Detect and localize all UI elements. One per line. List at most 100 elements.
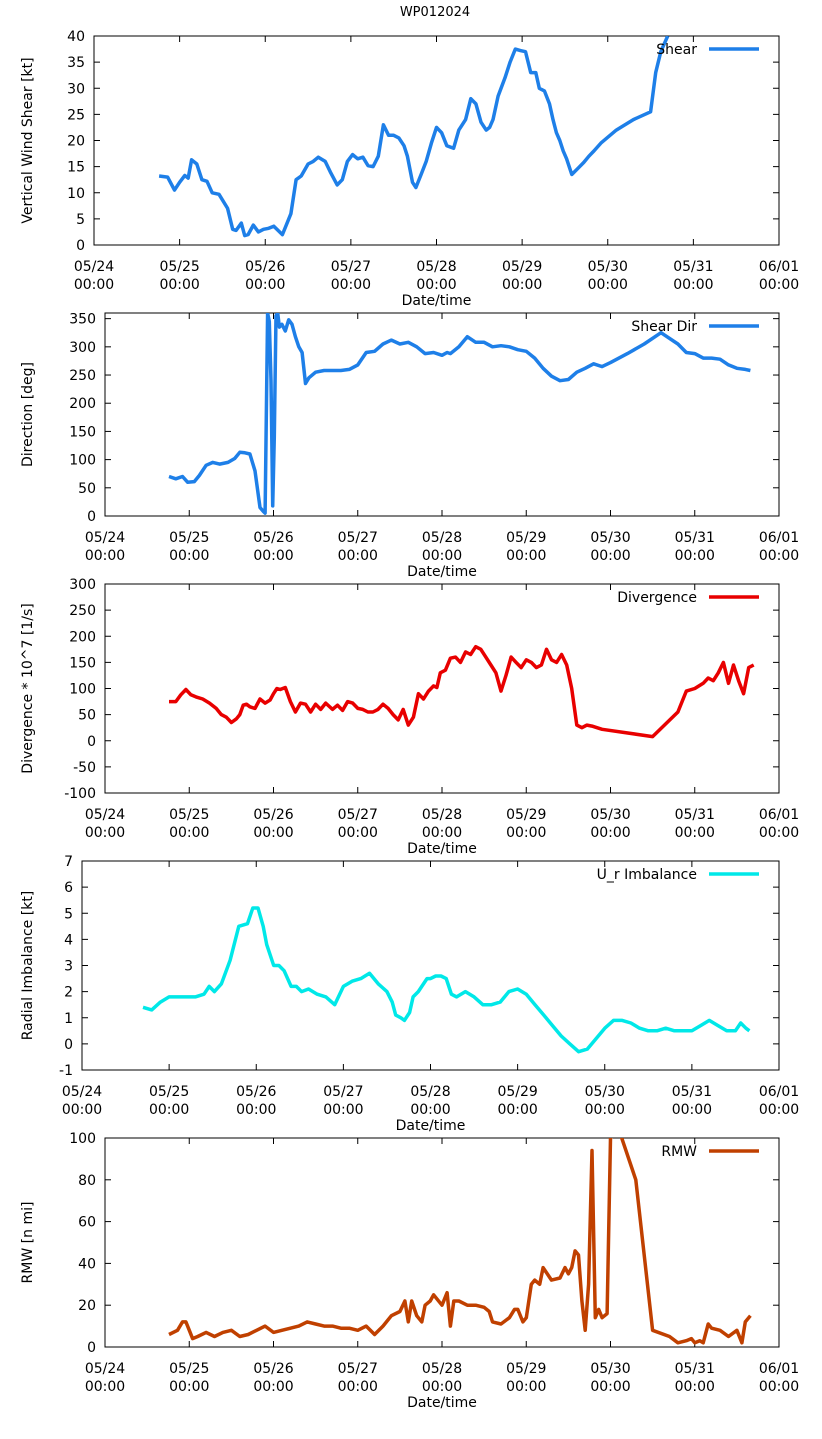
x-tick-date: 05/30 <box>590 1361 630 1377</box>
y-axis-label: Divergence * 10^7 [1/s] <box>20 603 36 773</box>
y-tick-label: -1 <box>59 1063 73 1079</box>
series-line-shear <box>158 36 670 238</box>
y-tick-label: 6 <box>64 880 73 896</box>
y-tick-label: -100 <box>64 786 96 802</box>
x-tick-date: 05/29 <box>506 530 546 546</box>
x-tick-time: 00:00 <box>85 1379 125 1395</box>
x-tick-time: 00:00 <box>675 548 715 564</box>
x-tick-date: 05/24 <box>85 807 125 823</box>
y-tick-label: 350 <box>69 312 96 328</box>
x-tick-date: 05/31 <box>675 1361 715 1377</box>
x-tick-date: 05/29 <box>502 259 542 275</box>
y-tick-label: 5 <box>76 212 85 228</box>
x-tick-date: 05/26 <box>245 259 285 275</box>
plot-frame <box>104 1137 780 1348</box>
x-tick-time: 00:00 <box>497 1102 537 1118</box>
x-tick-date: 05/27 <box>338 530 378 546</box>
y-tick-label: 3 <box>64 959 73 975</box>
y-axis-label: Direction [deg] <box>20 362 36 467</box>
y-tick-label: 0 <box>76 238 85 254</box>
x-tick-date: 05/28 <box>410 1084 450 1100</box>
x-tick-date: 05/31 <box>673 259 713 275</box>
x-tick-time: 00:00 <box>588 277 628 293</box>
y-tick-label: 1 <box>64 1011 73 1027</box>
x-tick-date: 05/27 <box>331 259 371 275</box>
panel-divergence: -100 -50 0 50 100 150 200 250 300 05/24 00:00 05/25… <box>20 577 799 857</box>
x-tick-date: 05/31 <box>675 807 715 823</box>
legend-label: RMW <box>661 1144 697 1160</box>
x-tick-time: 00:00 <box>169 548 209 564</box>
y-tick-label: 100 <box>69 1131 96 1147</box>
x-tick-time: 00:00 <box>506 825 546 841</box>
x-tick-time: 00:00 <box>169 825 209 841</box>
x-tick-date: 05/25 <box>169 1361 209 1377</box>
x-tick-date: 05/30 <box>590 807 630 823</box>
legend-label: U_r Imbalance <box>597 867 697 883</box>
x-tick-date: 05/24 <box>85 530 125 546</box>
x-tick-date: 05/29 <box>506 1361 546 1377</box>
x-tick-time: 00:00 <box>338 825 378 841</box>
legend-label: Shear Dir <box>631 319 697 335</box>
x-tick-time: 00:00 <box>672 1102 712 1118</box>
x-tick-date: 05/31 <box>672 1084 712 1100</box>
x-tick-date: 05/25 <box>169 530 209 546</box>
x-tick-time: 00:00 <box>759 548 799 564</box>
panel-shear: 0 5 10 15 20 25 30 35 40 05/24 00:00 05/25 00:00 05/2… <box>20 29 799 309</box>
y-tick-label: 80 <box>78 1173 96 1189</box>
x-tick-date: 05/30 <box>590 530 630 546</box>
y-tick-label: 200 <box>69 629 96 645</box>
y-tick-label: 0 <box>87 734 96 750</box>
panel-direction: 0 50 100 150 200 250 300 350 05/24 00:00 05/25 00:0… <box>20 312 799 580</box>
x-tick-time: 00:00 <box>416 277 456 293</box>
y-tick-label: 7 <box>64 854 73 870</box>
x-tick-date: 05/27 <box>338 1361 378 1377</box>
series-line-direction <box>168 313 751 515</box>
x-tick-time: 00:00 <box>585 1102 625 1118</box>
x-tick-date: 05/28 <box>422 807 462 823</box>
x-tick-time: 00:00 <box>236 1102 276 1118</box>
x-tick-date: 06/01 <box>759 259 799 275</box>
y-tick-label: 20 <box>67 134 85 150</box>
x-tick-date: 05/25 <box>149 1084 189 1100</box>
plot-frame <box>81 860 780 1071</box>
x-axis-label: Date/time <box>407 564 477 580</box>
y-tick-label: 200 <box>69 396 96 412</box>
x-tick-date: 05/28 <box>422 530 462 546</box>
x-tick-time: 00:00 <box>502 277 542 293</box>
x-tick-date: 05/24 <box>74 259 114 275</box>
x-tick-time: 00:00 <box>169 1379 209 1395</box>
x-tick-date: 05/25 <box>159 259 199 275</box>
x-tick-date: 05/30 <box>588 259 628 275</box>
x-tick-time: 00:00 <box>675 1379 715 1395</box>
y-tick-label: 35 <box>67 55 85 71</box>
x-tick-time: 00:00 <box>245 277 285 293</box>
x-tick-date: 05/27 <box>323 1084 363 1100</box>
x-tick-time: 00:00 <box>331 277 371 293</box>
x-tick-time: 00:00 <box>62 1102 102 1118</box>
y-tick-label: 5 <box>64 906 73 922</box>
x-tick-time: 00:00 <box>759 825 799 841</box>
x-tick-time: 00:00 <box>759 1102 799 1118</box>
y-tick-label: 15 <box>67 160 85 176</box>
y-tick-label: 50 <box>78 708 96 724</box>
x-tick-time: 00:00 <box>590 1379 630 1395</box>
x-tick-date: 06/01 <box>759 1084 799 1100</box>
x-tick-time: 00:00 <box>149 1102 189 1118</box>
x-tick-date: 05/26 <box>253 807 293 823</box>
x-tick-time: 00:00 <box>74 277 114 293</box>
x-tick-date: 05/24 <box>85 1361 125 1377</box>
x-tick-time: 00:00 <box>410 1102 450 1118</box>
y-tick-label: 2 <box>64 985 73 1001</box>
y-tick-label: 150 <box>69 655 96 671</box>
x-tick-time: 00:00 <box>506 548 546 564</box>
x-tick-time: 00:00 <box>506 1379 546 1395</box>
x-tick-time: 00:00 <box>759 277 799 293</box>
y-tick-label: 300 <box>69 577 96 593</box>
x-tick-date: 06/01 <box>759 1361 799 1377</box>
x-tick-date: 05/29 <box>506 807 546 823</box>
y-tick-label: 0 <box>87 1340 96 1356</box>
y-tick-label: 10 <box>67 186 85 202</box>
series-line-radial_imbalance <box>142 906 751 1054</box>
y-axis-label: RMW [n mi] <box>20 1202 36 1284</box>
